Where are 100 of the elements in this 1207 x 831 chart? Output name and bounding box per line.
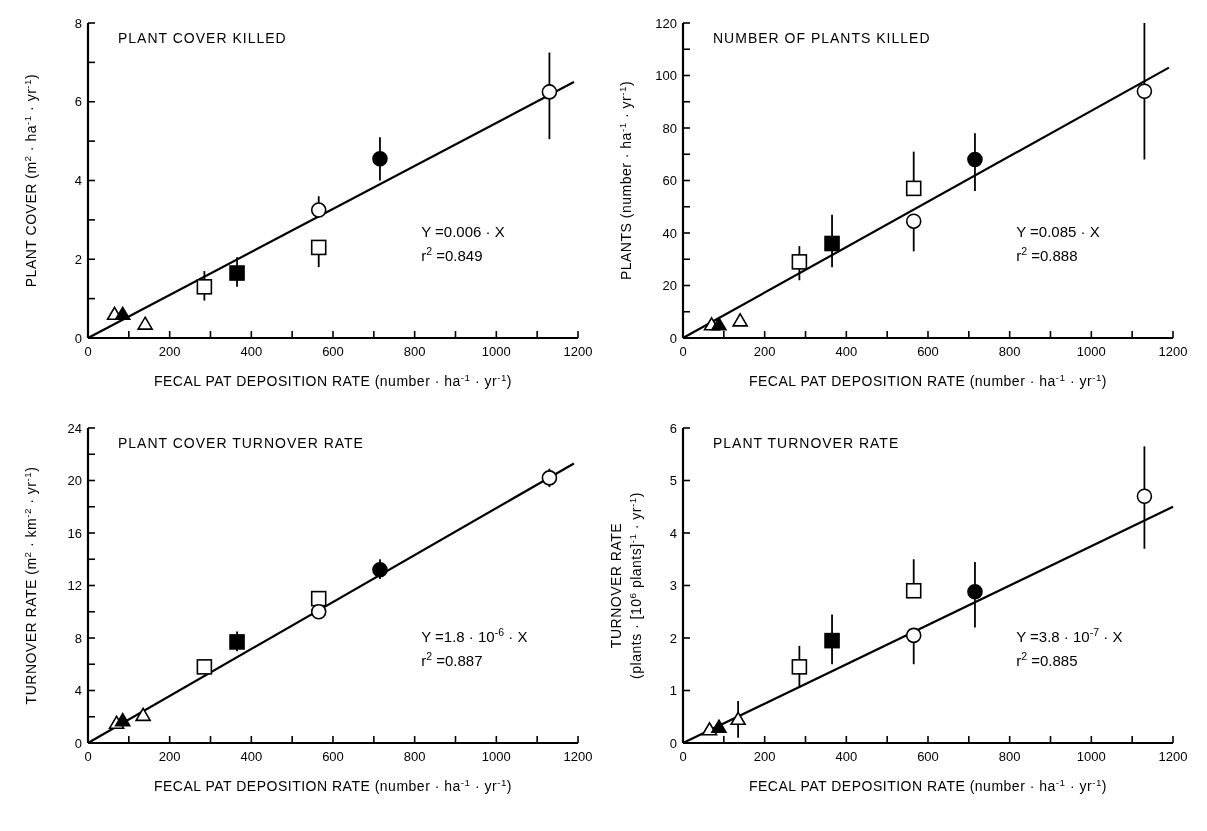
y-tick-label: 1: [669, 683, 677, 698]
x-tick-label: 1000: [481, 344, 511, 359]
point: [541, 84, 558, 100]
x-tick-label: 600: [917, 344, 939, 359]
x-tick-label: 1000: [1076, 344, 1106, 359]
point: [791, 659, 808, 675]
point: [905, 582, 922, 599]
y-tick-label: 6: [669, 420, 677, 436]
x-tick-label: 400: [240, 749, 263, 764]
annotation: Y =3.8 · 10$^{-7}$ · X: [1016, 626, 1123, 646]
x-tick-label: 400: [240, 344, 263, 359]
point: [905, 180, 922, 197]
y-tick-label: 0: [74, 330, 82, 346]
point: [967, 584, 983, 600]
y-tick-label: 3: [669, 578, 677, 593]
y-tick-label: 16: [67, 525, 82, 541]
y-tick-label: 80: [662, 120, 677, 136]
x-tick-label: 800: [403, 344, 426, 359]
annotation: Y =0.006 · X: [421, 223, 505, 241]
y-tick-label: 2: [669, 630, 677, 646]
y-tick-label: 4: [74, 683, 82, 698]
point: [732, 313, 748, 327]
point: [196, 659, 213, 675]
point: [824, 235, 840, 252]
point: [114, 712, 131, 727]
x-axis-title: FECAL PAT DEPOSITION RATE (number · ha$^{-1}$ · yr$^{-1}$): [153, 371, 513, 389]
point: [114, 306, 131, 321]
x-tick-label: 1000: [1076, 749, 1106, 764]
x-tick-label: 200: [753, 749, 776, 764]
x-axis-title: FECAL PAT DEPOSITION RATE (number · ha$^{-1}$ · yr$^{-1}$): [748, 776, 1108, 794]
x-tick-label: 1000: [481, 749, 511, 764]
point: [310, 603, 327, 620]
annotation: r$^{2}$ =0.887: [421, 650, 483, 670]
point: [372, 151, 388, 167]
y-tick-label: 20: [67, 473, 82, 488]
point: [135, 707, 151, 722]
x-tick-label: 600: [322, 344, 344, 359]
y-tick-label: 24: [67, 420, 82, 436]
y-tick-label: 6: [74, 94, 82, 110]
point: [229, 265, 245, 281]
point: [541, 470, 558, 486]
x-tick-label: 1200: [563, 344, 593, 359]
x-tick-label: 600: [322, 749, 344, 764]
x-tick-label: 1200: [1158, 344, 1188, 359]
x-axis-title: FECAL PAT DEPOSITION RATE (number · ha$^{-1}$ · yr$^{-1}$): [748, 371, 1108, 389]
x-axis-title: FECAL PAT DEPOSITION RATE (number · ha$^{-1}$ · yr$^{-1}$): [153, 776, 513, 794]
point: [711, 719, 727, 733]
y-tick-label: 20: [662, 278, 677, 293]
x-tick-label: 800: [998, 344, 1021, 359]
x-tick-label: 600: [917, 749, 939, 764]
annotation: r$^{2}$ =0.888: [1016, 245, 1078, 265]
x-tick-label: 400: [835, 344, 858, 359]
x-tick-label: 1200: [1158, 749, 1188, 764]
x-tick-label: 200: [753, 344, 776, 359]
x-tick-label: 0: [84, 344, 92, 359]
y-tick-label: 0: [669, 735, 677, 751]
y-tick-label: 0: [669, 330, 677, 346]
x-tick-label: 800: [403, 749, 426, 764]
point: [310, 590, 327, 607]
x-tick-label: 200: [158, 749, 181, 764]
point: [905, 213, 922, 229]
point: [372, 561, 388, 578]
text: PLANT TURNOVER RATE: [713, 435, 900, 451]
point: [730, 711, 746, 726]
y-tick-label: 5: [669, 473, 677, 488]
point: [824, 632, 840, 649]
y-tick-label: 12: [67, 578, 82, 593]
y-tick-label: 40: [662, 225, 677, 241]
x-tick-label: 400: [835, 749, 858, 764]
annotation: Y =0.085 · X: [1016, 223, 1100, 241]
x-tick-label: 0: [679, 344, 687, 359]
y-tick-label: 0: [74, 735, 82, 751]
x-tick-label: 1200: [563, 749, 593, 764]
point: [310, 239, 327, 256]
point: [137, 316, 153, 330]
x-tick-label: 0: [84, 749, 92, 764]
text: PLANT COVER KILLED: [118, 30, 287, 46]
point: [1136, 488, 1153, 505]
point: [1136, 83, 1153, 100]
y-tick-label: 100: [655, 68, 677, 83]
point: [905, 627, 922, 644]
point: [791, 254, 808, 270]
y-tick-label: 8: [74, 15, 82, 31]
annotation: Y =1.8 · 10$^{-6}$ · X: [421, 626, 528, 646]
point: [711, 317, 727, 331]
annotation: r$^{2}$ =0.849: [421, 245, 483, 265]
x-tick-label: 800: [998, 749, 1021, 764]
y-tick-label: 2: [74, 251, 82, 267]
x-tick-label: 0: [679, 749, 687, 764]
point: [229, 634, 245, 650]
y-tick-label: 120: [655, 15, 677, 31]
y-tick-label: 8: [74, 630, 82, 646]
x-tick-label: 200: [158, 344, 181, 359]
annotation: r$^{2}$ =0.885: [1016, 650, 1078, 670]
text: PLANT COVER TURNOVER RATE: [118, 435, 364, 451]
text: NUMBER OF PLANTS KILLED: [713, 30, 931, 46]
point: [967, 151, 983, 168]
y-tick-label: 4: [669, 525, 677, 541]
point: [196, 279, 213, 295]
y-tick-label: 4: [74, 173, 82, 188]
